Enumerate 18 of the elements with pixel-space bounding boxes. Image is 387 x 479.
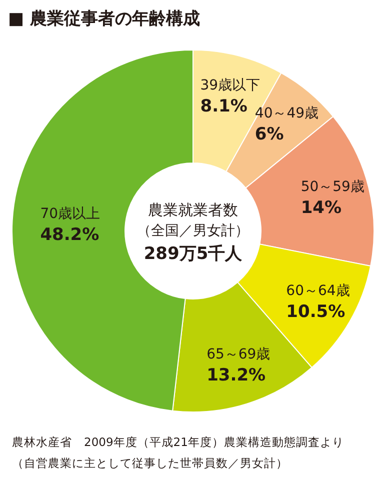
slice-label: 40～49歳 (254, 106, 319, 122)
data-label: 8.1% (200, 96, 248, 117)
text: 農林水産省 2009年度（平成21年度）農業構造動態調査より (12, 435, 344, 449)
text: （自営農業に主として従事した世帯員数／男女計） (12, 456, 288, 470)
text: 289万5千人 (144, 244, 244, 264)
data-label: 10.5% (286, 302, 346, 322)
slice-label: 50～59歳 (300, 179, 364, 196)
data-label: 6% (254, 124, 284, 145)
data-label: 48.2% (40, 224, 100, 245)
chart-title: ■ 農業従事者の年齢構成 (8, 9, 200, 29)
slice-label: 65～69歳 (206, 346, 270, 363)
slice-label: 39歳以下 (200, 78, 260, 94)
text: （全国／男女計） (137, 223, 249, 239)
slice-label: 60～64歳 (286, 283, 350, 300)
data-label: 13.2% (206, 366, 266, 386)
text: 農業就業者数 (148, 201, 238, 219)
data-label: 14% (300, 198, 342, 218)
slice-label: 70歳以上 (40, 206, 100, 222)
